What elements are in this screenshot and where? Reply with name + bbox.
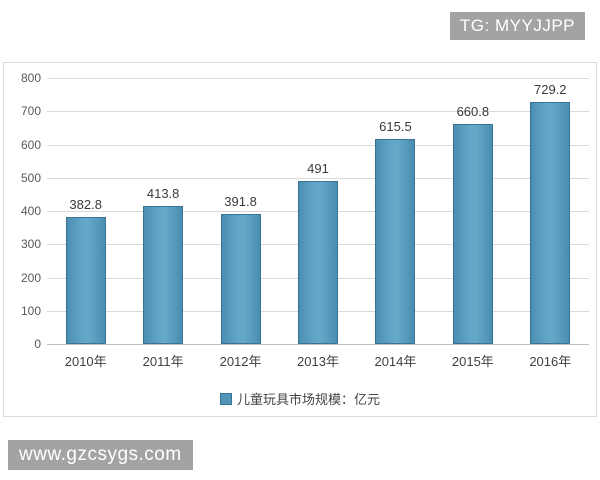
legend-swatch-icon [219, 392, 232, 405]
x-tick-label: 2011年 [142, 354, 184, 369]
bar-2016年 [530, 101, 571, 344]
y-tick-label: 200 [20, 270, 41, 285]
legend-label: 儿童玩具市场规模：亿元 [236, 392, 380, 407]
y-tick-label: 100 [20, 303, 41, 318]
x-axis-line [47, 344, 589, 345]
gridline [47, 111, 589, 113]
bar-2015年 [452, 124, 493, 344]
bar-2010年 [65, 216, 106, 344]
gridline [47, 144, 589, 146]
bar-2013年 [298, 180, 338, 344]
y-tick-label: 600 [20, 137, 41, 152]
legend: 儿童玩具市场规模：亿元 [4, 389, 596, 408]
y-tick-label: 400 [20, 204, 41, 218]
bar-value-label: 413.8 [146, 186, 180, 202]
bar-value-label: 382.8 [69, 196, 102, 212]
chart-area: 0 100 200 300 400 500 600 700 800 382.8 413.8 391.… [3, 62, 597, 417]
watermark-bottom-left: www.gzcsygs.com [8, 440, 193, 470]
x-tick-label: 2013年 [297, 354, 339, 369]
y-tick-label: 700 [20, 104, 41, 119]
bar-value-label: 491 [307, 160, 329, 176]
gridline [47, 78, 589, 79]
watermark-top-right: TG: MYYJJPP [449, 12, 585, 40]
x-tick-label: 2016年 [529, 354, 572, 369]
x-tick-label: 2015年 [451, 354, 494, 369]
y-tick-label: 800 [20, 71, 41, 85]
x-tick-label: 2014年 [374, 354, 417, 369]
bar-2014年 [375, 139, 416, 344]
x-tick-label: 2010年 [64, 354, 107, 369]
y-tick-label: 500 [20, 170, 41, 185]
bar-value-label: 660.8 [456, 104, 490, 120]
y-tick-label: 0 [34, 337, 41, 351]
bar-value-label: 391.8 [224, 193, 257, 209]
gridline [47, 177, 589, 179]
y-tick-label: 300 [20, 237, 41, 252]
bar-value-label: 729.2 [534, 81, 567, 97]
x-tick-label: 2012年 [219, 354, 262, 369]
bar-value-label: 615.5 [379, 119, 412, 135]
bar-2012年 [220, 213, 261, 344]
bar-2011年 [143, 206, 184, 344]
